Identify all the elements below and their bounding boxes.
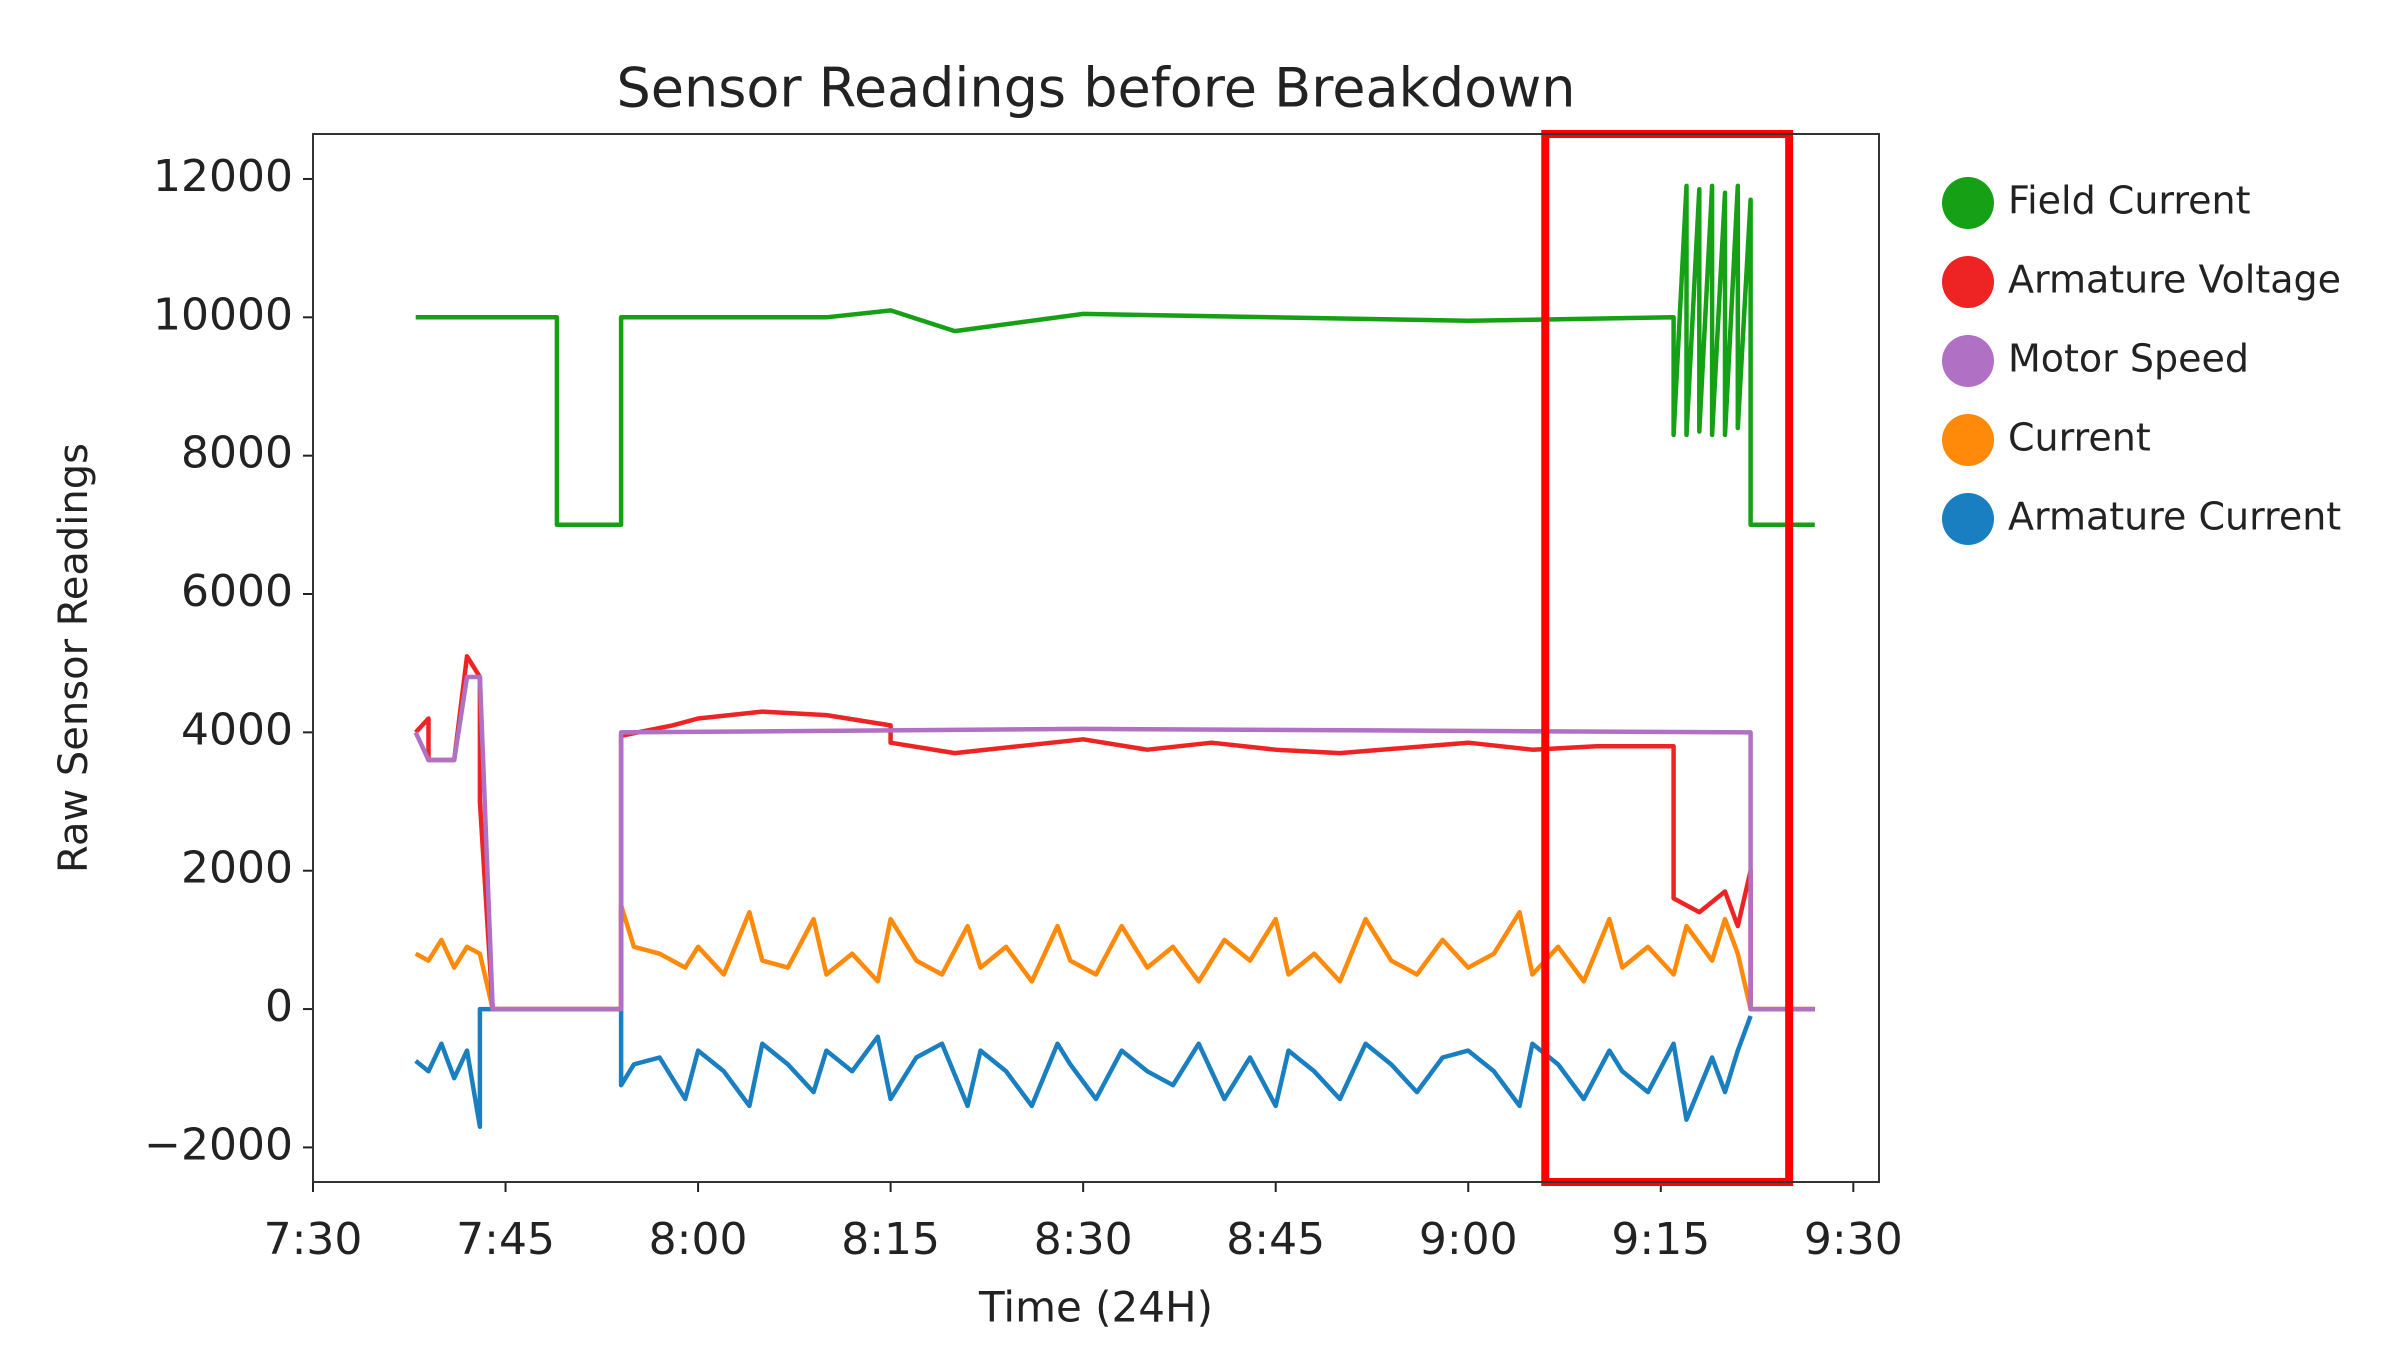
series-line [415,183,1815,528]
chart-title: Sensor Readings before Breakdown [616,57,1575,120]
y-tick-label: 0 [265,981,293,1032]
legend-marker [1942,256,1994,308]
legend-marker [1942,177,1994,229]
y-axis-label: Raw Sensor Readings [51,443,97,873]
series-line [414,903,1815,1012]
legend-label: Armature Voltage [2008,258,2341,302]
series-line [413,674,1815,1012]
x-tick-label: 7:30 [264,1214,363,1265]
x-tick-label: 8:00 [649,1214,748,1265]
x-axis-label: Time (24H) [978,1283,1213,1332]
plot-frame [312,133,1880,1183]
x-tick-label: 8:15 [841,1214,940,1265]
legend-marker [1942,335,1994,387]
legend-marker [1942,493,1994,545]
x-tick-label: 8:45 [1226,1214,1325,1265]
y-tick-label: 8000 [181,428,293,479]
legend-label: Motor Speed [2008,337,2249,381]
x-tick-label: 8:30 [1034,1214,1133,1265]
y-tick-label: 6000 [181,566,293,617]
legend-label: Current [2008,416,2151,460]
x-tick-label: 9:15 [1611,1214,1710,1265]
legend-label: Field Current [2008,179,2251,223]
x-tick-label: 9:30 [1804,1214,1903,1265]
legend-label: Armature Current [2008,495,2341,539]
series-line [414,1006,1753,1129]
legend-marker [1942,414,1994,466]
y-tick-label: −2000 [144,1119,293,1170]
series-line [414,654,1815,1012]
y-tick-label: 12000 [153,151,293,202]
y-tick-label: 10000 [153,289,293,340]
y-tick-label: 2000 [181,843,293,894]
y-tick-label: 4000 [181,704,293,755]
x-tick-label: 9:00 [1419,1214,1518,1265]
x-tick-label: 7:45 [456,1214,555,1265]
